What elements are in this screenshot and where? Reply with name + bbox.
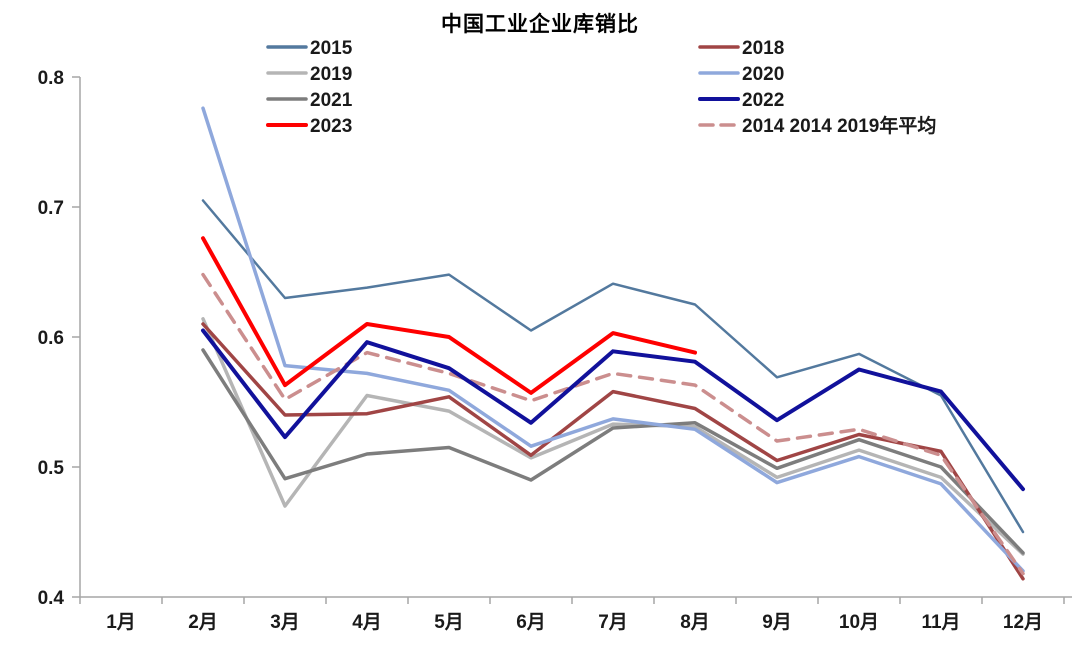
x-tick-label: 7月	[598, 612, 628, 633]
legend-label-2015: 2015	[310, 38, 353, 59]
y-tick-label: 0.4	[38, 588, 65, 609]
y-tick-label: 0.7	[38, 198, 64, 219]
series-line-2018	[201, 322, 1025, 581]
series-line-avg-2014-2019	[201, 272, 1025, 576]
series-line-2015	[201, 199, 1025, 534]
x-tick-label: 11月	[921, 612, 960, 633]
legend-label-2021: 2021	[310, 90, 353, 111]
x-tick-label: 6月	[516, 612, 546, 633]
series-line-2021	[201, 348, 1025, 555]
y-tick-label: 0.5	[38, 458, 65, 479]
series-line-2020	[201, 106, 1025, 573]
series-line-2023	[201, 236, 697, 395]
y-tick-label: 0.6	[38, 328, 64, 349]
x-tick-label: 3月	[270, 612, 300, 633]
x-tick-label: 12月	[1003, 612, 1043, 633]
series-line-2019	[201, 317, 1025, 556]
legend-label-2018: 2018	[742, 38, 784, 59]
chart-title: 中国工业企业库销比	[441, 13, 639, 36]
series-line-2022	[201, 328, 1025, 492]
legend-label-2023: 2023	[310, 116, 352, 137]
x-tick-label: 9月	[762, 612, 792, 633]
legend-label-2019: 2019	[310, 64, 352, 85]
legend-label-2022: 2022	[742, 90, 784, 111]
x-tick-label: 4月	[352, 612, 382, 633]
y-tick-label: 0.8	[38, 68, 64, 89]
x-tick-label: 5月	[434, 612, 464, 633]
legend-label-avg-2014-2019: 2014 2014 2019年平均	[742, 114, 936, 137]
legend-label-2020: 2020	[742, 64, 784, 85]
x-tick-label: 8月	[680, 612, 710, 633]
x-tick-label: 1月	[106, 612, 136, 633]
x-tick-label: 10月	[839, 612, 879, 633]
x-tick-label: 2月	[188, 612, 218, 633]
